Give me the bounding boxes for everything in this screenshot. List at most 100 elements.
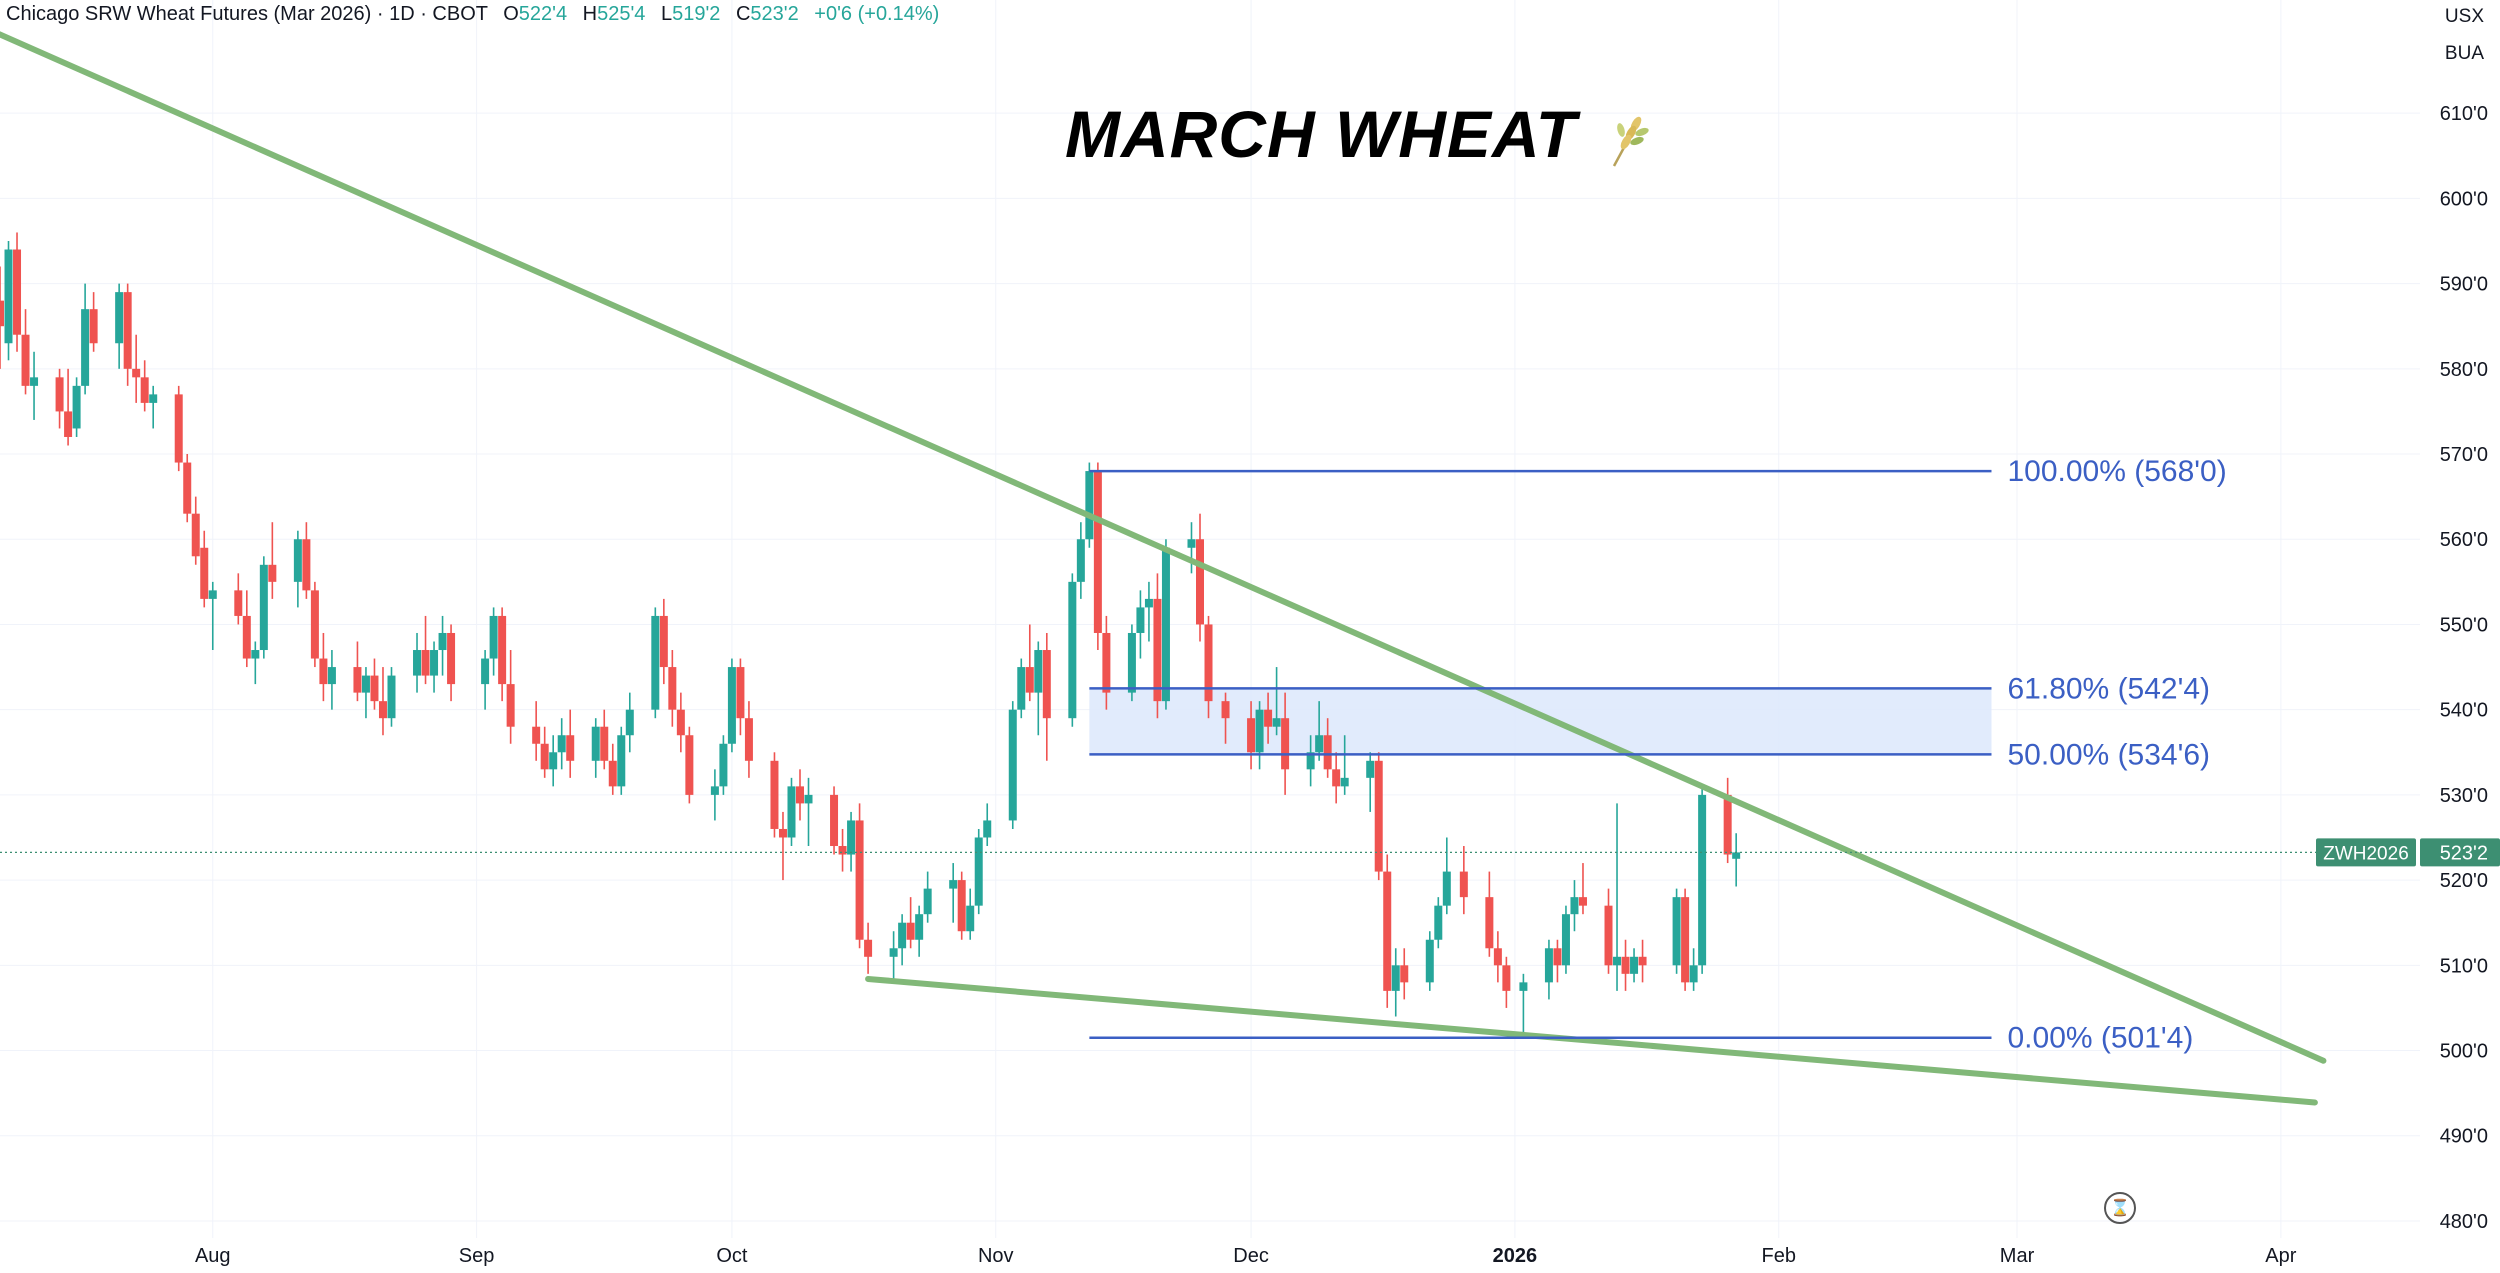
candle-body bbox=[1723, 794, 1732, 855]
candle-body bbox=[361, 675, 370, 693]
fib-retracement[interactable]: 100.00% (568'0) 61.80% (542'4) 50.00% (534… bbox=[1089, 455, 2227, 1055]
candle-body bbox=[1196, 539, 1204, 625]
ticker-label: ZWH2026 bbox=[2323, 843, 2409, 864]
close-label: C bbox=[735, 3, 751, 25]
candle-body bbox=[1366, 760, 1375, 778]
candle-body bbox=[353, 667, 362, 693]
candle-body bbox=[1613, 956, 1622, 966]
replay-icon[interactable]: ⌛ bbox=[2104, 1192, 2136, 1224]
y-tick-label: 570'0 bbox=[2440, 444, 2488, 466]
fib-level-label: 100.00% (568'0) bbox=[2007, 455, 2226, 488]
candle-body bbox=[0, 300, 4, 327]
candle-body bbox=[1017, 667, 1026, 710]
price-axis[interactable]: 480'0 490'0 500'0 510'0 520'0 530'0 540'0 550'0… bbox=[2440, 103, 2488, 1233]
fib-level-label: 50.00% (534'6) bbox=[2007, 738, 2210, 771]
candle-body bbox=[1638, 956, 1647, 966]
candle-body bbox=[651, 615, 660, 710]
candle-body bbox=[864, 939, 873, 957]
candle-body bbox=[174, 394, 183, 463]
symbol-description[interactable]: Chicago SRW Wheat Futures (Mar 2026) · 1… bbox=[6, 3, 488, 25]
candle-body bbox=[625, 709, 634, 736]
grid-lines bbox=[0, 0, 2420, 1238]
candle-body bbox=[370, 675, 379, 702]
candle-body bbox=[676, 709, 685, 736]
candle-body bbox=[1698, 794, 1707, 966]
candle-body bbox=[327, 667, 336, 685]
candle-body bbox=[413, 650, 422, 676]
price-badge-label: 523'2 bbox=[2440, 842, 2488, 864]
candle-body bbox=[1681, 897, 1690, 983]
y-tick-label: 510'0 bbox=[2440, 955, 2488, 977]
candle-body bbox=[438, 632, 447, 651]
x-tick-label: Oct bbox=[716, 1245, 748, 1267]
y-tick-label: 540'0 bbox=[2440, 700, 2488, 722]
candle-body bbox=[1085, 471, 1094, 540]
candle-body bbox=[200, 547, 209, 599]
candle-body bbox=[421, 650, 430, 676]
ticker-badge bbox=[2316, 838, 2416, 867]
fib-zone-layer bbox=[1089, 688, 1992, 755]
candle-body bbox=[302, 539, 311, 591]
candle-body bbox=[889, 948, 898, 957]
candle-body bbox=[21, 334, 30, 386]
candle-body bbox=[787, 786, 796, 838]
candle-body bbox=[540, 743, 549, 770]
unit-label[interactable]: BUA bbox=[2438, 40, 2490, 68]
open-label: O bbox=[503, 3, 519, 25]
candle-body bbox=[1493, 948, 1502, 966]
candle-body bbox=[268, 564, 277, 582]
candle-body bbox=[1161, 547, 1170, 702]
candle-body bbox=[1561, 914, 1570, 966]
candle-body bbox=[140, 377, 149, 403]
candle-body bbox=[1255, 709, 1264, 753]
time-axis[interactable]: Aug Sep Oct Nov Dec 2026 Feb Mar Apr bbox=[195, 1245, 2297, 1267]
candle-body bbox=[1153, 598, 1162, 702]
candle-body bbox=[1570, 897, 1579, 915]
candle-body bbox=[778, 828, 787, 838]
candle-body bbox=[489, 615, 498, 659]
candle-body bbox=[804, 794, 813, 804]
candle-body bbox=[251, 650, 260, 659]
candle-body bbox=[506, 684, 515, 727]
price-badge bbox=[2420, 838, 2500, 867]
y-tick-label: 480'0 bbox=[2440, 1211, 2488, 1233]
x-tick-label: Mar bbox=[2000, 1245, 2035, 1267]
candle-body bbox=[1442, 871, 1451, 906]
y-tick-label: 520'0 bbox=[2440, 870, 2488, 892]
candle-body bbox=[1553, 948, 1562, 966]
candle-body bbox=[1604, 905, 1613, 966]
candle-body bbox=[898, 922, 907, 949]
currency-label[interactable]: USX bbox=[2438, 3, 2490, 31]
candle-body bbox=[1689, 965, 1698, 983]
close-value: 523'2 bbox=[750, 3, 799, 25]
candle-body bbox=[710, 786, 719, 795]
candle-body bbox=[974, 837, 983, 906]
candle-body bbox=[659, 615, 668, 668]
candle-body bbox=[208, 590, 217, 599]
candle-body bbox=[1076, 539, 1085, 582]
candle-body bbox=[957, 880, 966, 932]
x-tick-label: Sep bbox=[459, 1245, 495, 1267]
candle-body bbox=[149, 394, 158, 403]
trendlines[interactable] bbox=[0, 19, 2327, 1106]
candle-body bbox=[81, 309, 90, 386]
candle-body bbox=[668, 667, 677, 710]
fib-level-label: 61.80% (542'4) bbox=[2007, 672, 2210, 705]
chart-title: MARCH WHEAT bbox=[1065, 96, 1652, 172]
candles bbox=[0, 232, 1741, 1038]
candle-body bbox=[72, 385, 81, 429]
candle-body bbox=[115, 292, 124, 344]
candle-body bbox=[1102, 632, 1111, 693]
candle-body bbox=[1034, 650, 1043, 693]
candle-body bbox=[30, 377, 39, 386]
candle-body bbox=[293, 539, 302, 582]
candle-body bbox=[744, 718, 753, 761]
candle-body bbox=[1630, 956, 1639, 974]
candle-body bbox=[1008, 709, 1017, 821]
candle-body bbox=[447, 632, 456, 685]
y-tick-label: 590'0 bbox=[2440, 274, 2488, 296]
candle-body bbox=[1204, 624, 1213, 702]
wheat-icon bbox=[1613, 116, 1650, 167]
